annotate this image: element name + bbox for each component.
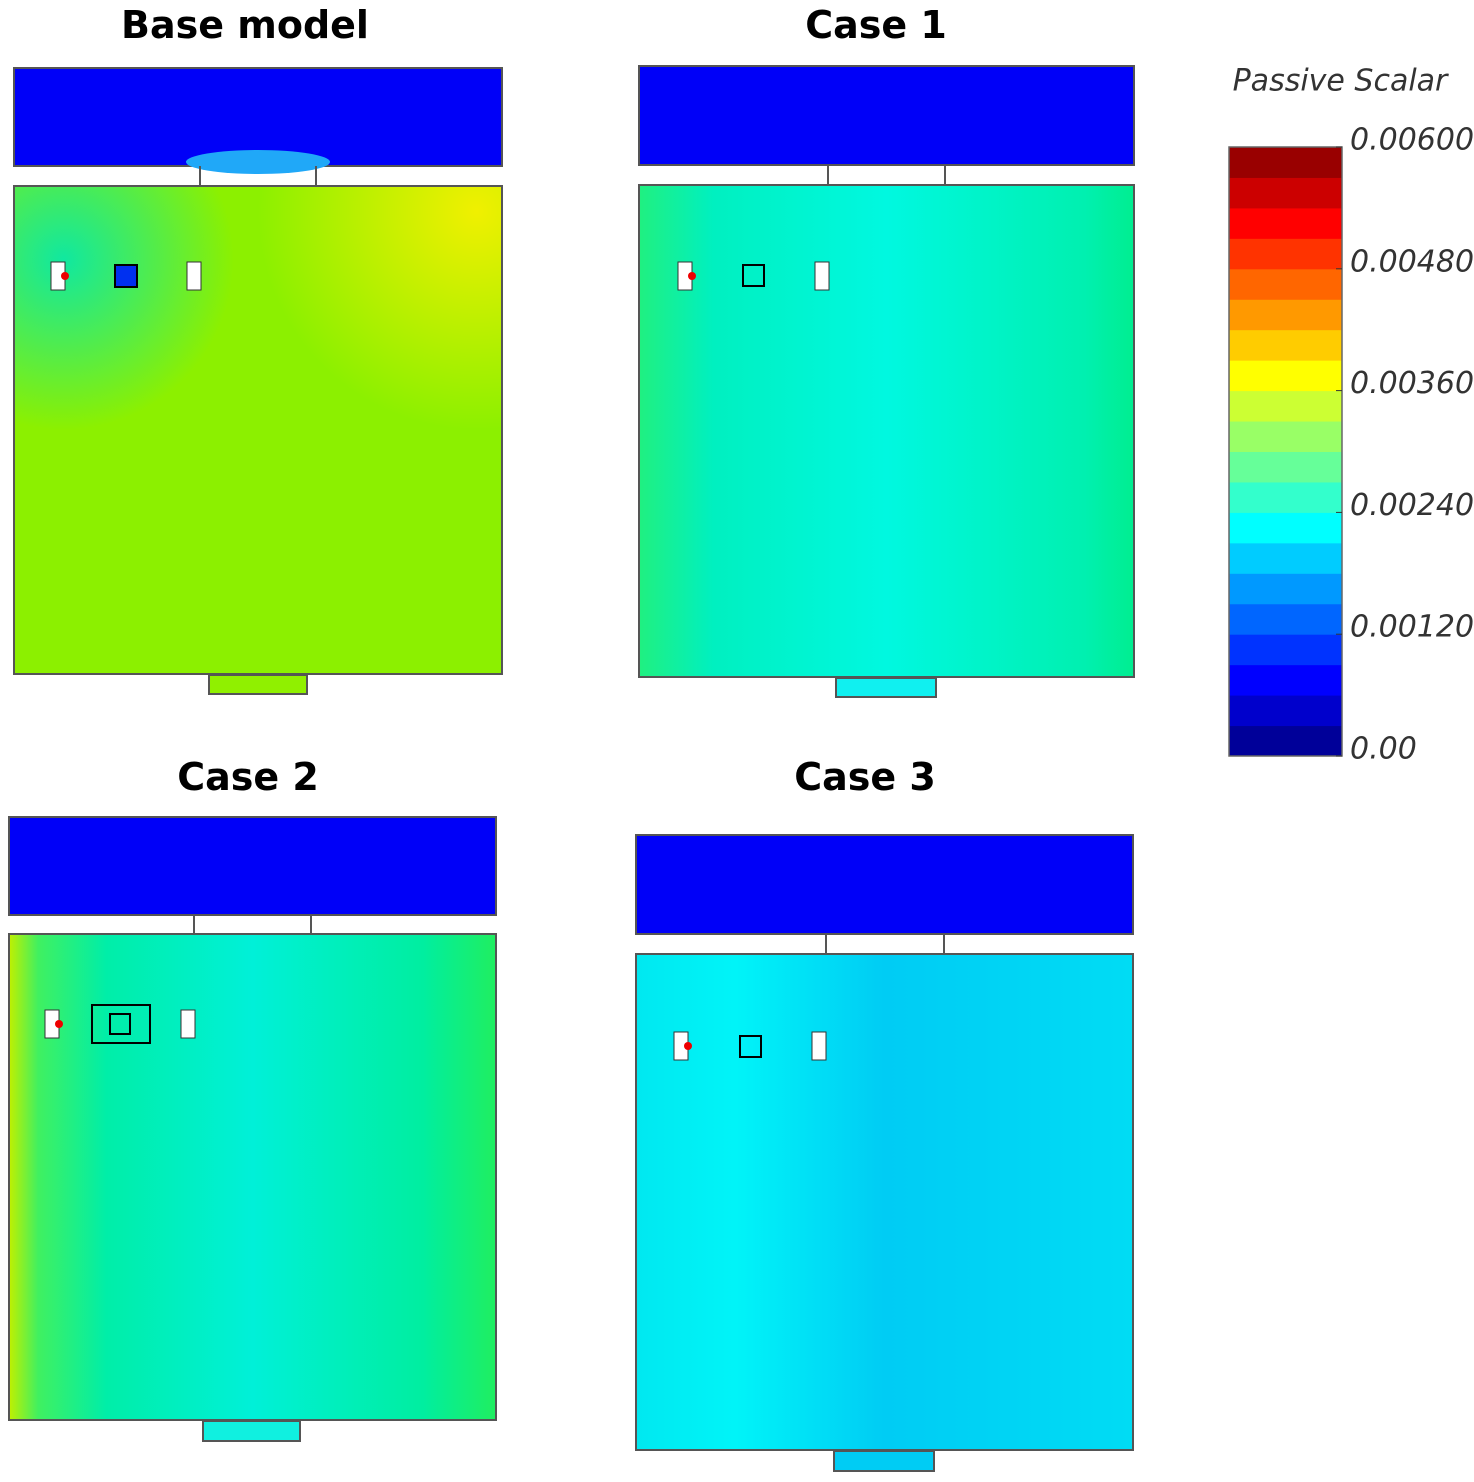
top-zone [8, 816, 497, 916]
emitter [688, 272, 696, 280]
box [109, 1013, 131, 1035]
colorbar-band [1229, 238, 1342, 270]
colorbar-tick-label: 0.00240 [1350, 488, 1474, 523]
room [635, 953, 1134, 1451]
top-zone [635, 834, 1134, 935]
outlet [833, 1450, 935, 1472]
panel-case2: Case 2 [8, 755, 497, 1442]
room [8, 933, 497, 1421]
source [814, 261, 830, 291]
colorbar-band [1229, 390, 1342, 422]
top-zone [638, 65, 1135, 166]
panel-base: Base model [13, 3, 503, 695]
panel-title: Case 1 [805, 3, 947, 47]
colorbar-tick-label: 0.00 [1350, 732, 1417, 767]
colorbar-tick-label: 0.00600 [1350, 123, 1474, 158]
source [180, 1009, 196, 1039]
source [811, 1031, 827, 1061]
source [186, 261, 202, 291]
colorbar-band [1229, 360, 1342, 392]
colorbar-title: Passive Scalar [1233, 64, 1449, 99]
enclosure [91, 1004, 151, 1044]
colorbar-band [1229, 147, 1342, 178]
colorbar-band [1229, 542, 1342, 574]
colorbar-band [1229, 512, 1342, 544]
top-zone [13, 67, 503, 167]
panel-title: Base model [121, 3, 369, 47]
emitter [684, 1042, 692, 1050]
colorbar-tick-label: 0.00480 [1350, 244, 1474, 279]
panel-case3: Case 3 [635, 755, 1134, 1472]
room [638, 184, 1135, 678]
outlet [208, 674, 308, 695]
colorbar-tick-label: 0.00120 [1350, 610, 1474, 645]
colorbar-frame [1228, 146, 1343, 757]
colorbar-band [1229, 664, 1342, 696]
box [739, 1035, 762, 1058]
colorbar-band [1229, 207, 1342, 239]
colorbar-band [1229, 573, 1342, 605]
plume [186, 150, 330, 174]
colorbar-band [1229, 634, 1342, 666]
emitter [55, 1020, 63, 1028]
colorbar-band [1229, 177, 1342, 209]
emitter [61, 272, 69, 280]
panel-case1: Case 1 [638, 3, 1135, 698]
colorbar-band [1229, 329, 1342, 361]
colorbar-band [1229, 451, 1342, 483]
field [15, 187, 501, 673]
colorbar-band [1229, 299, 1342, 331]
panel-title: Case 2 [177, 755, 319, 799]
colorbar-band [1229, 481, 1342, 513]
colorbar-band [1229, 603, 1342, 635]
outlet [202, 1420, 301, 1442]
outlet [835, 677, 937, 698]
colorbar-band [1229, 695, 1342, 727]
box [742, 264, 765, 287]
colorbar-tick-label: 0.00360 [1350, 366, 1474, 401]
colorbar-band [1229, 421, 1342, 452]
colorbar-band [1229, 268, 1342, 300]
box [114, 264, 138, 288]
panel-title: Case 3 [794, 755, 936, 799]
colorbar: Passive Scalar 0.00600 0.00480 0.00360 0.00… [1228, 64, 1474, 767]
colorbar-band [1229, 725, 1342, 757]
